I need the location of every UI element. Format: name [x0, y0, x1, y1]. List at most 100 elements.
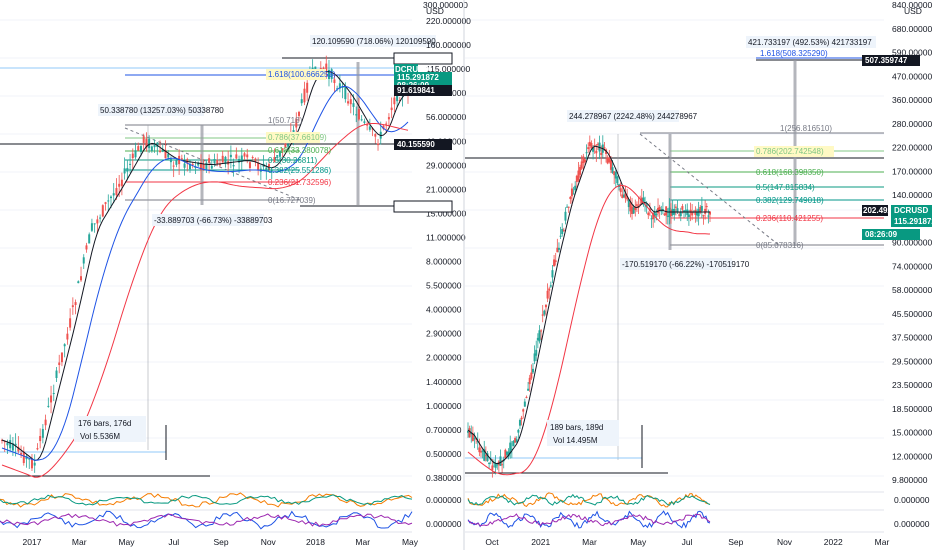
candle-body [619, 188, 622, 193]
candle-body [210, 165, 213, 169]
candle-body [330, 69, 333, 79]
price-axis-right[interactable]: 840.000000 680.000000 590.000000 470.000000… [892, 0, 932, 485]
candle-body [71, 305, 74, 308]
price-tick-label: 18.500000 [892, 404, 932, 414]
candle-body [616, 176, 619, 184]
annotation-box [152, 214, 264, 226]
price-tick-label: 37.500000 [892, 333, 932, 343]
candle-body [567, 206, 570, 208]
candle-body [306, 82, 309, 93]
candle-body [347, 101, 350, 104]
price-tick-label: 15.000000 [426, 208, 466, 218]
price-tick-label: 29.000000 [426, 160, 466, 170]
right-panel[interactable]: 421.733197 (492.53%) 421733197 244.27896… [465, 0, 932, 547]
candle-body [273, 157, 276, 162]
candle-body [251, 157, 254, 159]
price-tick-label: 2.900000 [426, 329, 462, 339]
candle-body [107, 200, 110, 202]
candle-body [609, 160, 612, 170]
price-badge [862, 229, 920, 240]
ma-mid-line [1, 85, 409, 461]
oscillator-line [467, 492, 711, 508]
candle-body [363, 121, 366, 123]
candle-body [543, 310, 546, 315]
candle-body [123, 168, 126, 174]
candle-body [161, 149, 164, 152]
candle-body [28, 458, 31, 460]
candle-body [603, 147, 606, 149]
candle-body [660, 210, 663, 212]
candle-body [658, 206, 661, 210]
candle-body [622, 194, 625, 198]
fib-label-bg [266, 69, 326, 80]
candle-body [585, 152, 588, 154]
candle-body [287, 144, 290, 147]
fib-label: 0.5(147.815834) [756, 183, 815, 192]
candle-body [382, 125, 385, 129]
candle-body [189, 164, 192, 170]
time-axis-left[interactable]: 2017 Mar May Jul Sep Nov 2018 Mar May [23, 537, 419, 547]
candle-body [700, 206, 703, 211]
price-badge [394, 139, 452, 150]
candle-body [229, 154, 232, 158]
candle-body [483, 449, 486, 461]
candle-body [39, 435, 42, 442]
price-badge-label: 115.291872 [894, 217, 932, 226]
candle-body [238, 158, 241, 163]
candle-body [559, 235, 562, 237]
candle-body [562, 229, 565, 231]
left-panel[interactable]: 120.109590 (718.06%) 120109590 50.338780… [0, 0, 471, 547]
price-tick-label: 1.000000 [426, 401, 462, 411]
candle-body [707, 215, 710, 217]
price-badge [862, 55, 920, 66]
candle-body [478, 447, 481, 453]
annotation-label: Vol 14.495M [553, 436, 598, 445]
candle-body [531, 368, 534, 373]
price-axis-left[interactable]: 220.000000160.000000115.00000082.0000005… [426, 16, 471, 483]
candle-body [96, 219, 99, 224]
candle-body [338, 83, 341, 89]
price-tick-label: 8.000000 [426, 257, 462, 267]
candle-body [191, 163, 194, 165]
price-tick-label: 280.000000 [892, 119, 932, 129]
time-tick-label: Nov [261, 537, 277, 547]
candle-body [175, 159, 178, 165]
time-tick-label: 2018 [306, 537, 325, 547]
candle-body [470, 433, 473, 435]
candle-body [66, 333, 69, 340]
time-tick-label: Nov [777, 537, 793, 547]
candle-body [232, 164, 235, 167]
candle-body [507, 451, 510, 457]
candle-body [549, 285, 552, 287]
time-axis-right[interactable]: Oct 2021 Mar May Jul Sep Nov 2022 Mar [485, 537, 889, 547]
candle-body [679, 211, 682, 217]
fib-label: 0.618(33.380078) [268, 146, 332, 155]
osc-tick: 0.000000 [894, 495, 930, 505]
currency-label: USD [426, 6, 444, 16]
candle-body [665, 206, 668, 216]
candle-body [614, 171, 617, 179]
candle-body [52, 393, 55, 395]
candle-body [298, 111, 301, 116]
candle-body [488, 462, 491, 465]
candle-body [634, 207, 637, 211]
time-tick-label: 2022 [824, 537, 843, 547]
annotation-label: 50.338780 (13257.03%) 50338780 [100, 106, 224, 115]
annotation-box [620, 258, 732, 270]
osc-tick: 0.000000 [426, 495, 462, 505]
candle-body [254, 158, 257, 162]
candle-body [484, 455, 487, 457]
candle-body [486, 453, 489, 462]
candle-body [218, 164, 221, 166]
candle-body [512, 441, 515, 447]
annotation-box [74, 416, 146, 442]
time-tick-label: Jul [682, 537, 693, 547]
candle-body [635, 204, 638, 206]
price-badge-label: 16.727039 [397, 202, 435, 211]
candle-body [276, 155, 279, 157]
osc-tick: 0.000000 [894, 519, 930, 529]
price-badge-label: 135.511617 [397, 54, 439, 63]
candle-body [126, 167, 129, 172]
price-badge [394, 72, 452, 83]
